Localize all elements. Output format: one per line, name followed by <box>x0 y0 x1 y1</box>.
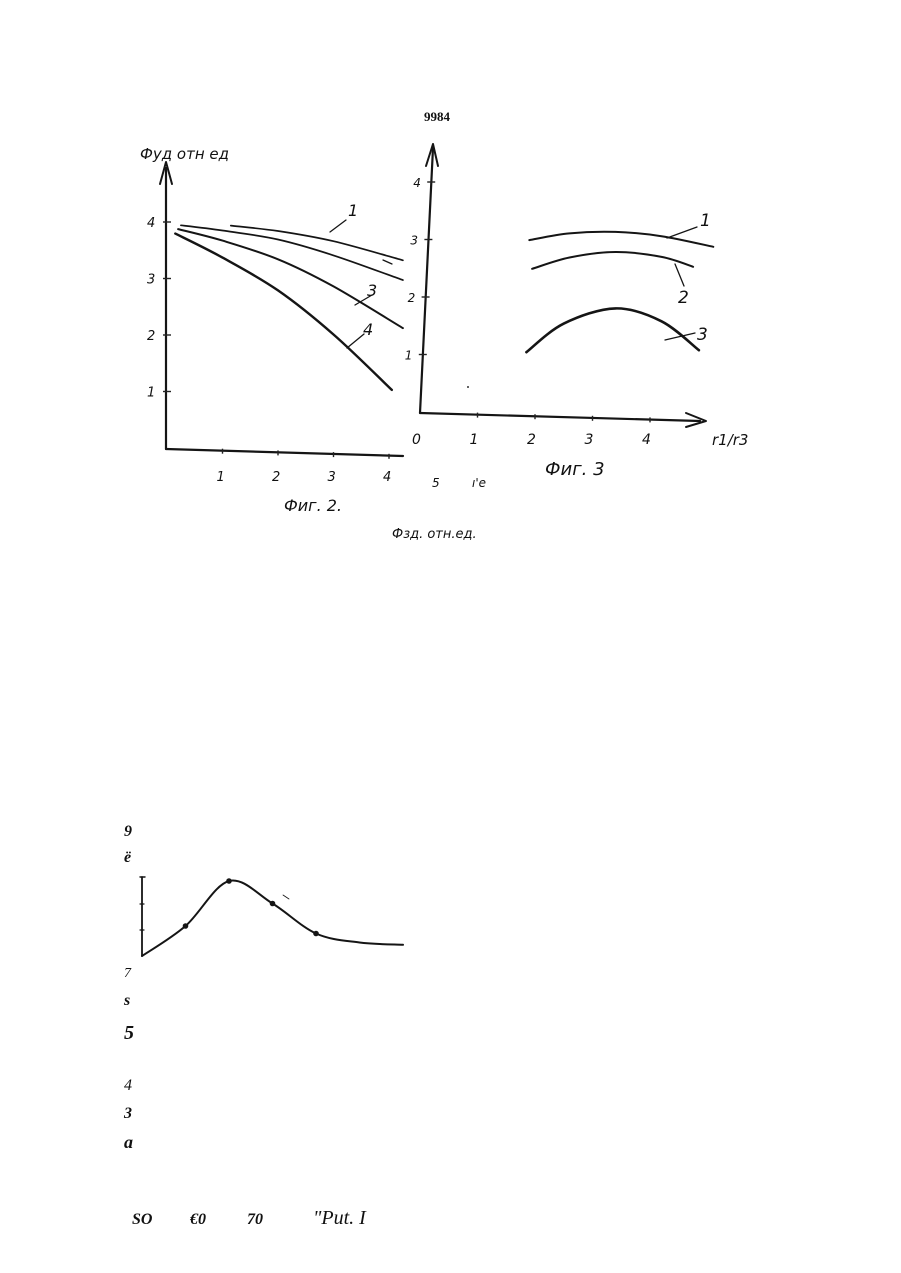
fig2-tick-fragment-6: ı'e <box>472 476 486 490</box>
page-number: 9984 <box>424 109 451 124</box>
bottom-line-text: SO €0 70 "Put. I <box>132 1207 367 1229</box>
fig3-series-2-line <box>532 252 693 269</box>
fig3-y-axis <box>420 148 433 413</box>
fig2-chart: 1 2 3 4 1 2 3 4 1 3 4 Фуд отн ед Фиг. 2. Фзд. отн… <box>140 145 486 542</box>
fig2-x-tick-label: 2 <box>272 470 280 485</box>
left-column-glyph: 5 <box>124 1022 134 1044</box>
left-column-glyph: 4 <box>124 1077 132 1094</box>
fig2-leader-2 <box>383 260 392 264</box>
bottom-chart-point <box>183 923 189 929</box>
fig2-y-label: Фуд отн ед <box>140 145 229 163</box>
bottom-chart <box>140 877 403 956</box>
fig2-x-axis <box>166 449 403 456</box>
fig3-x-tick-label: 2 <box>527 432 536 448</box>
fig3-leader-1 <box>667 227 697 238</box>
fig3-x-label: r1/r3 <box>712 431 748 449</box>
fig2-leader-4 <box>347 334 364 348</box>
fig2-series-3-line <box>178 229 403 328</box>
fig2-x-tick-label: 3 <box>328 470 336 485</box>
fig2-x-label: Фзд. отн.ед. <box>392 527 477 542</box>
fig3-series-3-line <box>526 308 699 352</box>
fig2-series-1-line <box>231 226 403 261</box>
bottom-line-glyph: "Put. I <box>313 1207 367 1229</box>
fig2-tick-fragment-5: 5 <box>432 476 440 490</box>
left-column-glyph: ё <box>124 849 131 866</box>
fig2-y-tick-label: 4 <box>147 216 155 231</box>
fig2-series-label-1: 1 <box>348 201 358 220</box>
fig2-series-4-line <box>175 234 391 390</box>
bottom-chart-scratch <box>283 895 289 899</box>
fig2-y-tick-label: 1 <box>147 386 155 401</box>
fig3-caption: Фиг. 3 <box>545 459 605 480</box>
fig3-series-label-2: 2 <box>678 288 689 308</box>
speck-dot <box>467 386 469 388</box>
left-column-glyph: 9 <box>124 823 132 840</box>
fig2-y-tick-label: 2 <box>147 329 155 344</box>
fig3-x-tick-label: 4 <box>642 432 651 448</box>
bottom-line-glyph: 70 <box>247 1211 263 1228</box>
fig3-x-tick-label: 1 <box>470 432 479 448</box>
fig3-x-axis <box>420 413 700 421</box>
bottom-line-glyph: SO <box>132 1211 153 1228</box>
fig3-series-1-line <box>529 232 713 247</box>
fig2-y-tick-label: 3 <box>147 273 155 288</box>
fig3-x-tick-label: 0 <box>412 432 421 448</box>
left-column-glyph: 7 <box>124 966 132 981</box>
bottom-line-glyph: €0 <box>189 1211 206 1228</box>
left-column-glyph: a <box>124 1132 133 1152</box>
fig3-series-label-3: 3 <box>697 325 708 345</box>
fig3-y-tick-label: 1 <box>405 349 413 363</box>
bottom-chart-point <box>313 931 319 937</box>
fig2-series-label-4: 4 <box>363 320 373 339</box>
left-column-glyph: s <box>123 992 130 1009</box>
fig3-y-tick-label: 3 <box>410 234 418 248</box>
bottom-chart-point <box>226 878 232 884</box>
fig2-leader-1 <box>330 220 346 232</box>
fig3-series-label-1: 1 <box>700 211 711 231</box>
fig2-x-tick-label: 1 <box>217 470 225 485</box>
fig2-caption: Фиг. 2. <box>284 496 342 515</box>
fig2-x-tick-label: 4 <box>383 470 391 485</box>
left-column-text: 9 ё 7 s 5 4 3 a <box>123 823 134 1152</box>
bottom-chart-line <box>142 880 403 956</box>
fig3-leader-2 <box>675 264 684 286</box>
fig3-y-tick-label: 2 <box>408 291 416 305</box>
bottom-chart-point <box>270 901 276 907</box>
fig3-chart: 012341234 123 r1/r3 Фиг. 3 <box>405 144 749 480</box>
fig3-y-tick-label: 4 <box>413 176 421 190</box>
left-column-glyph: 3 <box>123 1105 132 1122</box>
fig3-x-tick-label: 3 <box>585 432 594 448</box>
